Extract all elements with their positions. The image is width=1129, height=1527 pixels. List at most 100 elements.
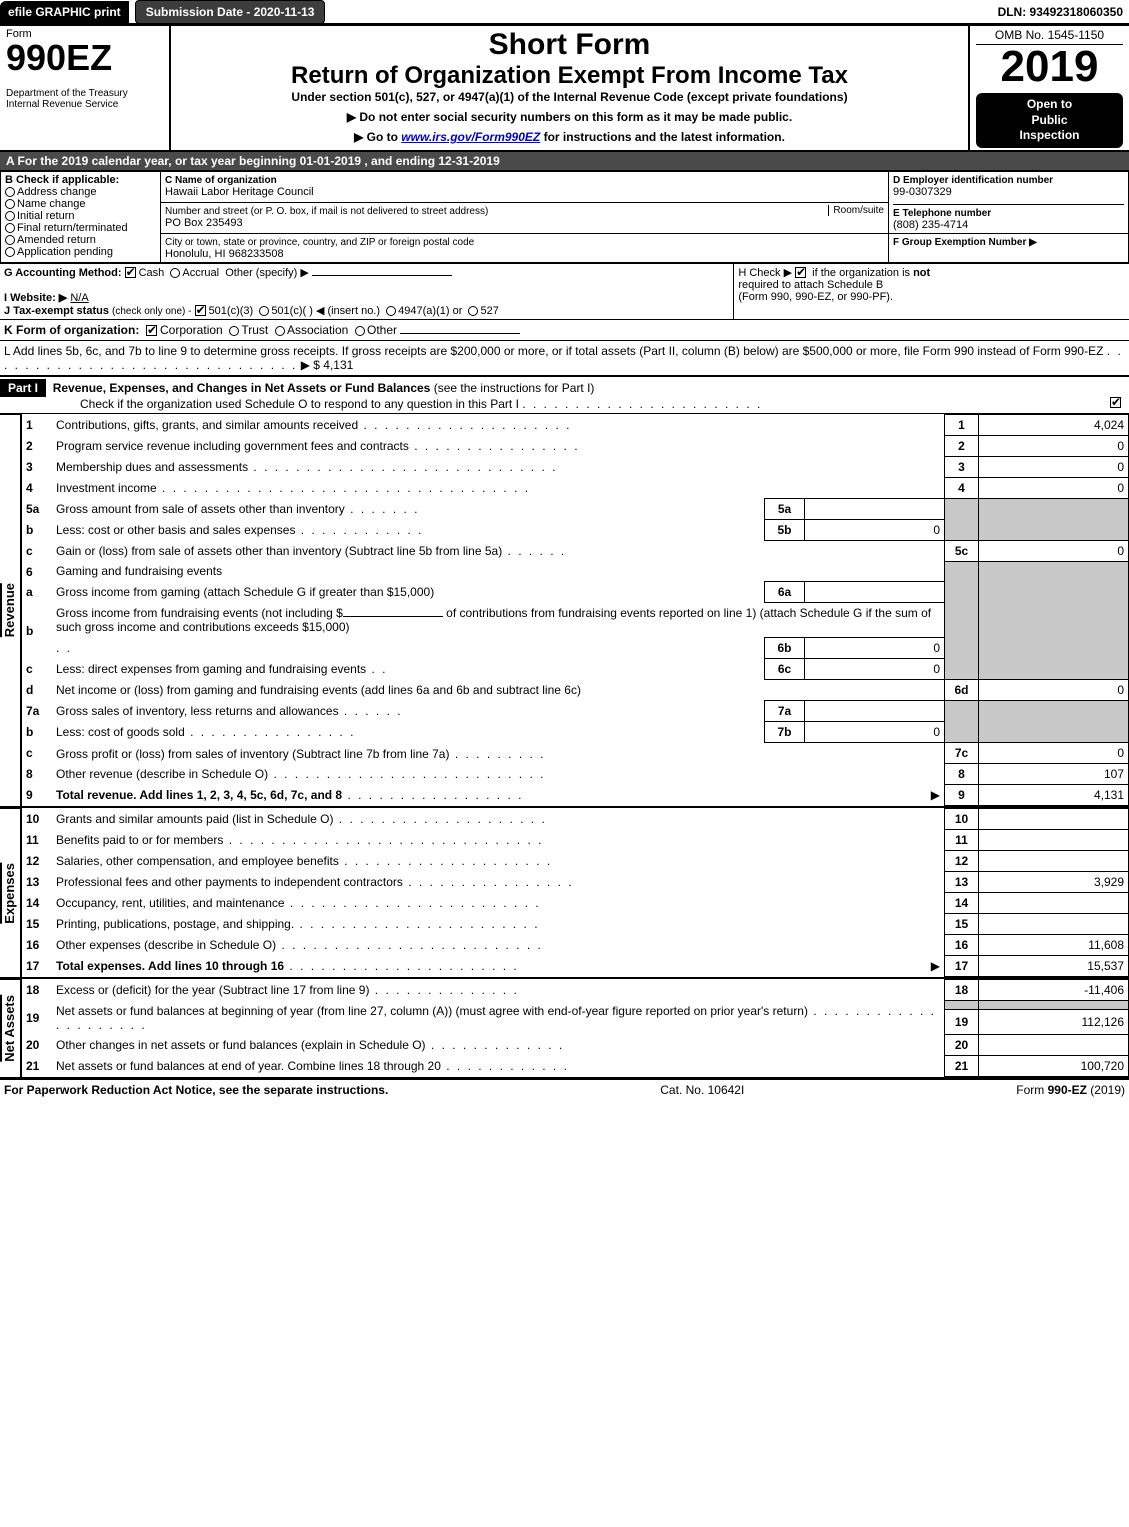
l20-rlabel: 20 [945,1035,979,1056]
l5a-sval [805,498,945,519]
gray-19 [945,1001,979,1010]
l9-arrow: ▶ [931,788,940,802]
l18-desc: Excess or (deficit) for the year (Subtra… [56,983,369,997]
check-amended-return[interactable] [5,235,15,245]
l17-arrow: ▶ [931,959,940,973]
l7c-rlabel: 7c [945,743,979,764]
l5c-rlabel: 5c [945,540,979,561]
check-other-org[interactable] [355,326,365,336]
check-application-pending[interactable] [5,247,15,257]
line-h-post3: (Form 990, 990-EZ, or 990-PF). [738,291,893,303]
l9-rval: 4,131 [979,785,1129,806]
l18-num: 18 [22,980,52,1001]
line-h-pre: H Check ▶ [738,267,792,279]
footer-mid: Cat. No. 10642I [660,1083,744,1097]
line-l-text: L Add lines 5b, 6c, and 7b to line 9 to … [4,344,1103,358]
check-accrual[interactable] [170,268,180,278]
l21-num: 21 [22,1056,52,1077]
part1-subtitle: (see the instructions for Part I) [434,381,595,395]
l6c-num: c [22,659,52,680]
l5b-sval: 0 [805,519,945,540]
check-corporation[interactable] [146,325,157,336]
check-initial-return[interactable] [5,211,15,221]
efile-badge[interactable]: efile GRAPHIC print [0,1,129,23]
check-schedule-o[interactable] [1110,397,1121,408]
check-name-change[interactable] [5,199,15,209]
open-to-public: Open to Public Inspection [976,93,1123,148]
l7b-num: b [22,722,52,743]
goto-post: for instructions and the latest informat… [540,130,785,144]
l6-num: 6 [22,561,52,582]
l5b-slabel: 5b [765,519,805,540]
open-line1: Open to [1027,97,1072,111]
dept-treasury: Department of the Treasury [6,88,163,99]
l1-rval: 4,024 [979,414,1129,435]
l7b-slabel: 7b [765,722,805,743]
page-footer: For Paperwork Reduction Act Notice, see … [0,1079,1129,1100]
l8-desc: Other revenue (describe in Schedule O) [56,767,268,781]
opt-4947: 4947(a)(1) or [398,305,462,317]
submission-date: Submission Date - 2020-11-13 [135,0,326,24]
l1-rlabel: 1 [945,414,979,435]
check-address-change[interactable] [5,187,15,197]
l12-desc: Salaries, other compensation, and employ… [56,854,339,868]
l8-num: 8 [22,764,52,785]
l10-num: 10 [22,809,52,830]
part1-check-line: Check if the organization used Schedule … [0,397,519,411]
ssn-notice: ▶ Do not enter social security numbers o… [177,110,962,124]
check-4947[interactable] [386,306,396,316]
l16-num: 16 [22,935,52,956]
other-method-input[interactable] [312,275,452,276]
l3-rlabel: 3 [945,456,979,477]
expenses-section: Expenses 10 Grants and similar amounts p… [0,806,1129,977]
l21-desc: Net assets or fund balances at end of ye… [56,1059,441,1073]
l8-rlabel: 8 [945,764,979,785]
check-cash[interactable] [125,267,136,278]
l20-rval [979,1035,1129,1056]
check-501c[interactable] [259,306,269,316]
l19-rval: 112,126 [979,1009,1129,1035]
l19-num: 19 [22,1001,52,1035]
other-org-input[interactable] [400,333,520,334]
l6d-rval: 0 [979,680,1129,701]
l7c-rval: 0 [979,743,1129,764]
gray-6abc [945,561,979,680]
l16-rval: 11,608 [979,935,1129,956]
check-501c3[interactable] [195,305,206,316]
check-527[interactable] [468,306,478,316]
l5a-desc: Gross amount from sale of assets other t… [56,502,345,516]
l6d-rlabel: 6d [945,680,979,701]
gray-7ab [945,701,979,743]
l14-desc: Occupancy, rent, utilities, and maintena… [56,896,285,910]
irs-link[interactable]: www.irs.gov/Form990EZ [401,130,540,144]
footer-right: Form 990-EZ (2019) [1016,1083,1125,1097]
box-b-title: B Check if applicable: [5,174,119,186]
l17-num: 17 [22,956,52,977]
line-k-label: K Form of organization: [4,323,139,337]
opt-initial-return: Initial return [17,210,74,222]
opt-other-method: Other (specify) ▶ [225,267,309,279]
check-final-return[interactable] [5,223,15,233]
l13-desc: Professional fees and other payments to … [56,875,403,889]
check-association[interactable] [275,326,285,336]
line-j-label: J Tax-exempt status [4,305,109,317]
l3-num: 3 [22,456,52,477]
l4-rval: 0 [979,477,1129,498]
check-trust[interactable] [229,326,239,336]
l20-desc: Other changes in net assets or fund bala… [56,1038,426,1052]
l4-desc: Investment income [56,481,157,495]
l15-rval [979,914,1129,935]
opt-501c3: 501(c)(3) [209,305,254,317]
l17-desc: Total expenses. Add lines 10 through 16 [56,959,284,973]
ein-value: 99-0307329 [893,186,952,198]
l7b-desc: Less: cost of goods sold [56,725,185,739]
check-schedule-b[interactable] [795,267,806,278]
l2-rval: 0 [979,435,1129,456]
contrib-input[interactable] [343,616,443,617]
opt-association: Association [287,323,348,337]
l5c-desc: Gain or (loss) from sale of assets other… [56,544,502,558]
l3-desc: Membership dues and assessments [56,460,248,474]
l5c-rval: 0 [979,540,1129,561]
room-label: Room/suite [828,205,884,216]
l21-rlabel: 21 [945,1056,979,1077]
